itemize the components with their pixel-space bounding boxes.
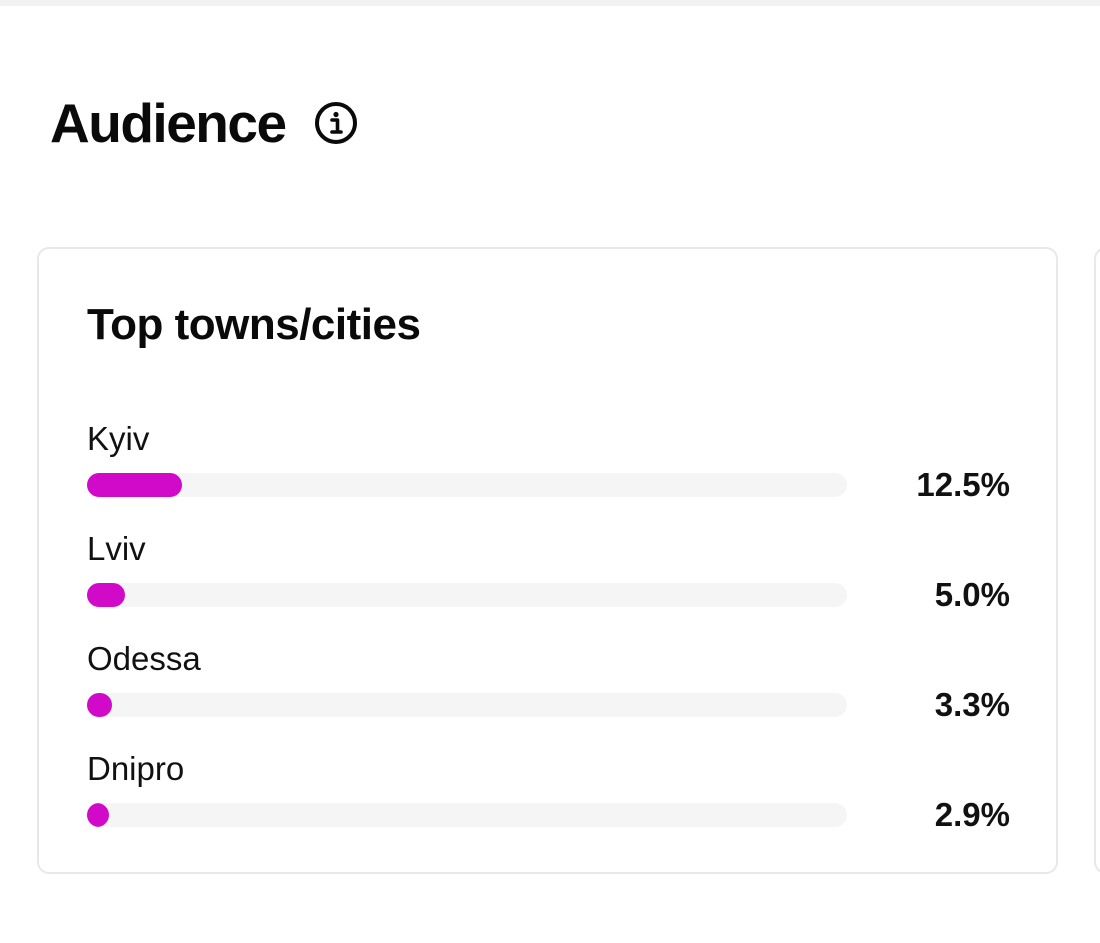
city-label: Odessa xyxy=(87,640,201,677)
city-label: Lviv xyxy=(87,530,146,567)
bar-track xyxy=(87,583,847,607)
top-cities-card: Top towns/cities Kyiv 12.5% Lviv 5.0% Od… xyxy=(37,247,1058,874)
percent-value: 12.5% xyxy=(916,466,1010,503)
bar-track xyxy=(87,803,847,827)
percent-value: 2.9% xyxy=(934,796,1010,833)
next-card-edge xyxy=(1094,247,1100,874)
bar-fill xyxy=(87,803,110,827)
bar-track xyxy=(87,693,847,717)
city-row-kyiv: Kyiv 12.5% xyxy=(39,419,1056,515)
bar-track xyxy=(87,473,847,497)
audience-header: Audience xyxy=(50,92,358,154)
bar-fill xyxy=(87,473,182,497)
city-label: Kyiv xyxy=(87,420,150,457)
city-row-odessa: Odessa 3.3% xyxy=(39,639,1056,735)
bar-fill xyxy=(87,693,113,717)
city-label: Dnipro xyxy=(87,750,185,787)
city-row-lviv: Lviv 5.0% xyxy=(39,529,1056,625)
section-title: Audience xyxy=(50,92,287,154)
bar-fill xyxy=(87,583,125,607)
info-circle-icon[interactable] xyxy=(314,101,358,145)
percent-value: 3.3% xyxy=(934,686,1010,723)
card-title: Top towns/cities xyxy=(87,300,421,349)
city-row-dnipro: Dnipro 2.9% xyxy=(39,749,1056,845)
percent-value: 5.0% xyxy=(934,576,1010,613)
top-divider xyxy=(0,0,1100,6)
